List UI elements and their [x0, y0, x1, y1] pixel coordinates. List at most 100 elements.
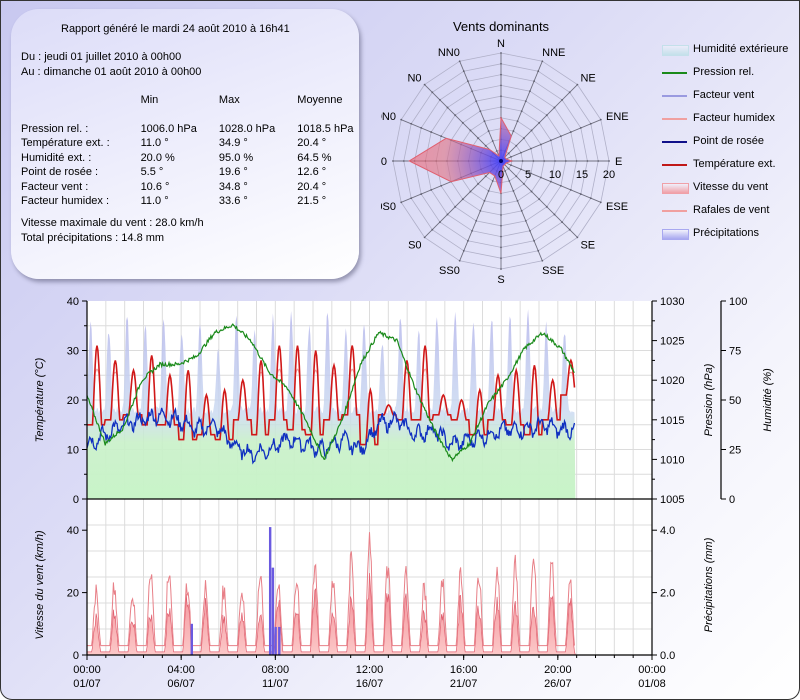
rose-tick	[523, 183, 525, 185]
legend-item: Humidité extérieure	[659, 41, 799, 59]
stats-label: Facteur humidex :	[21, 195, 110, 208]
precipitation-bar	[278, 626, 281, 655]
temperature-tick-label: 0	[73, 494, 79, 506]
rose-tick	[431, 91, 434, 94]
rose-tick	[608, 160, 610, 162]
humidity-tick-label: 75	[729, 346, 741, 358]
stats-row: Facteur vent : 10.6 ° 34.8 ° 20.4 °	[19, 180, 359, 195]
stats-label: Humidité ext. :	[21, 151, 92, 164]
stats-min: 20.0 %	[140, 151, 175, 164]
rose-tick	[540, 143, 542, 146]
rose-direction-label: 0	[381, 156, 387, 168]
stats-header: Moyenne	[297, 94, 343, 107]
rose-tick	[500, 257, 502, 260]
rose-tick	[400, 201, 403, 204]
precipitation-tick-label: 2.0	[660, 588, 675, 600]
x-tick-date-label: 06/07	[167, 678, 195, 690]
rose-tick	[589, 122, 592, 125]
rose-direction-label: SS0	[439, 265, 460, 277]
humidity-tick-label: 50	[729, 395, 741, 407]
rose-tick	[500, 52, 502, 54]
precipitation-bar	[271, 567, 275, 655]
rose-tick	[507, 152, 510, 155]
rose-tick	[430, 189, 433, 191]
rose-radial-tick-label: 20	[603, 169, 615, 181]
rose-tick	[462, 249, 465, 252]
rose-tick	[515, 175, 518, 178]
rose-tick	[516, 200, 519, 202]
rose-tick	[529, 229, 531, 232]
rose-tick	[467, 239, 469, 242]
stats-min: 10.6 °	[140, 180, 170, 193]
rose-tick	[423, 83, 426, 86]
legend-item: Vitesse du vent	[659, 179, 799, 197]
rose-tick	[543, 160, 546, 162]
rose-tick	[484, 175, 487, 178]
legend-swatch	[662, 183, 689, 194]
legend-swatch	[662, 229, 689, 240]
humidity-axis-title: Humidité (%)	[762, 368, 774, 432]
rose-tick	[510, 164, 512, 167]
rose-tick	[484, 144, 487, 147]
stats-row: Température ext. : 11.0 ° 34.9 ° 20.4 °	[19, 136, 359, 151]
legend-item: Précipitations	[659, 225, 799, 243]
rose-tick	[500, 214, 502, 216]
rose-radial-tick-label: 5	[525, 169, 531, 181]
rose-tick	[533, 80, 535, 83]
precipitation-bar	[190, 623, 193, 655]
report-from: Du : jeudi 01 juillet 2010 à 00h00	[21, 51, 182, 63]
stats-avg: 21.5 °	[297, 195, 327, 208]
rose-direction-label: N0	[407, 73, 421, 85]
rose-tick	[439, 221, 441, 223]
rose-tick	[568, 228, 571, 231]
rose-direction-label: S	[497, 274, 504, 286]
stats-header: Max	[218, 94, 240, 107]
rose-tick	[599, 201, 602, 204]
rose-tick	[462, 70, 465, 73]
rose-tick	[420, 193, 423, 195]
rose-tick	[524, 219, 527, 222]
rose-tick	[561, 221, 563, 223]
rose-tick	[549, 139, 552, 142]
rose-center	[499, 159, 503, 163]
rose-tick	[579, 127, 582, 129]
stats-max: 33.6 °	[218, 195, 248, 208]
rose-tick	[537, 70, 540, 73]
stats-label: Pression rel. :	[21, 122, 89, 135]
rose-tick	[554, 160, 556, 162]
rose-tick	[500, 203, 502, 206]
rose-tick	[471, 229, 473, 232]
rose-tick	[446, 106, 449, 109]
humidity-tick-label: 100	[729, 296, 747, 308]
legend-swatch	[662, 164, 687, 166]
stats-min: 5.5 °	[140, 166, 164, 179]
report-to: Au : dimanche 01 août 2010 à 00h00	[21, 66, 202, 78]
stats-max: 95.0 %	[218, 151, 254, 164]
rose-tick	[520, 209, 523, 212]
rose-tick	[439, 99, 441, 101]
max-wind-text: Vitesse maximale du vent : 28.0 km/h	[21, 217, 204, 229]
legend-label: Précipitations	[693, 227, 760, 239]
rose-direction-label: S0	[408, 239, 421, 251]
legend-swatch	[662, 118, 687, 120]
rose-tick	[475, 219, 478, 222]
rose-tick	[392, 160, 394, 162]
temperature-tick-label: 10	[67, 445, 79, 457]
legend-label: Pression rel.	[693, 66, 755, 78]
rose-tick	[597, 160, 600, 162]
rose-data-area	[408, 116, 514, 194]
wind-tick-label: 40	[67, 525, 79, 537]
stats-row: Facteur humidex : 11.0 ° 33.6 ° 21.5 °	[19, 194, 359, 209]
pressure-line	[86, 323, 575, 463]
rose-radial-tick-label: 10	[549, 169, 561, 181]
time-series-charts: 0102030401005101010151020102510300255075…	[34, 296, 774, 690]
wind-axis-title: Vitesse du vent (km/h)	[34, 530, 46, 640]
wind-rose-title: Vents dominants	[452, 19, 550, 34]
rose-direction-label: NNE	[542, 47, 565, 59]
stats-max: 19.6 °	[218, 166, 248, 179]
rose-tick	[508, 180, 511, 182]
legend-swatch	[662, 45, 689, 56]
x-tick-date-label: 01/07	[73, 678, 101, 690]
rose-tick	[553, 106, 556, 109]
temperature-tick-label: 40	[67, 296, 79, 308]
